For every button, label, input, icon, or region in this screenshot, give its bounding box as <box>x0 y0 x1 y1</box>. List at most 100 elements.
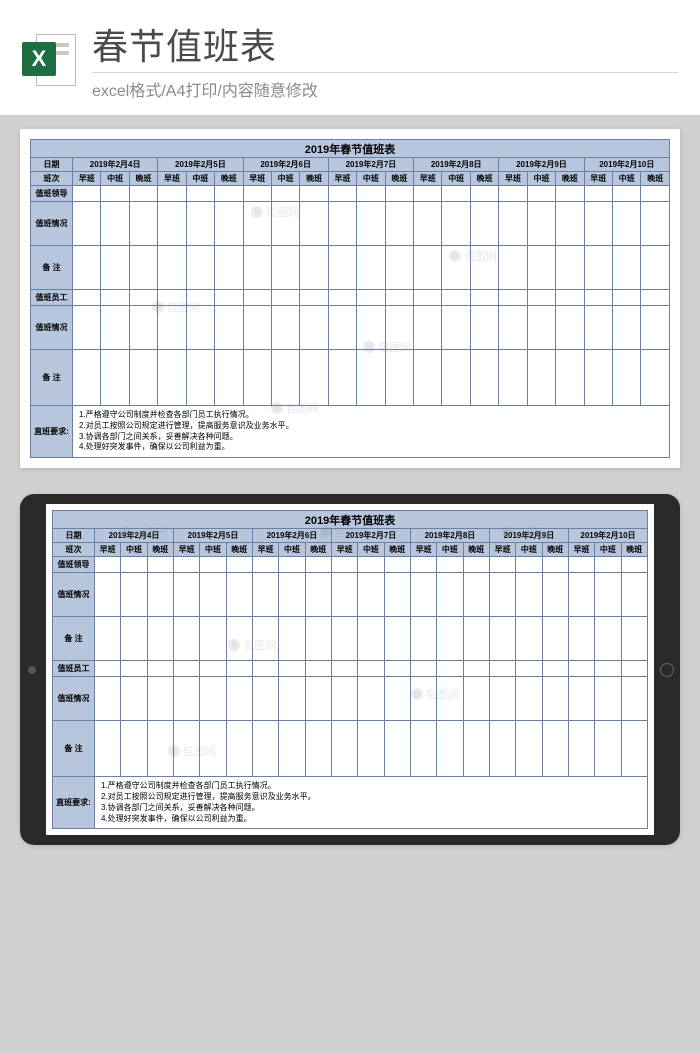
schedule-cell <box>516 557 542 573</box>
header-date: 日期 <box>53 529 95 543</box>
header-date-col: 2019年2月10日 <box>584 158 669 172</box>
schedule-cell <box>226 617 252 661</box>
schedule-cell <box>584 186 612 202</box>
header-date-col: 2019年2月6日 <box>243 158 328 172</box>
schedule-cell <box>613 246 641 290</box>
requirements-label: 直班要求: <box>31 406 73 458</box>
header-shift-col: 中班 <box>442 172 470 186</box>
header-date-col: 2019年2月6日 <box>252 529 331 543</box>
schedule-cell <box>121 677 147 721</box>
schedule-cell <box>101 306 129 350</box>
schedule-cell <box>489 573 515 617</box>
header-shift-col: 晚班 <box>300 172 328 186</box>
header-shift-col: 晚班 <box>226 543 252 557</box>
schedule-cell <box>442 350 470 406</box>
schedule-cell <box>542 661 568 677</box>
schedule-cell <box>279 617 305 661</box>
schedule-cell <box>121 573 147 617</box>
header-shift-col: 中班 <box>516 543 542 557</box>
schedule-cell <box>300 202 328 246</box>
row-label: 备 注 <box>53 617 95 661</box>
schedule-cell <box>243 246 271 290</box>
schedule-cell <box>542 557 568 573</box>
schedule-cell <box>470 306 498 350</box>
schedule-cell <box>101 246 129 290</box>
schedule-cell <box>357 186 385 202</box>
schedule-cell <box>410 557 436 573</box>
header-shift-col: 晚班 <box>385 172 413 186</box>
schedule-cell <box>101 290 129 306</box>
schedule-cell <box>252 557 278 573</box>
schedule-cell <box>252 721 278 777</box>
schedule-cell <box>437 573 463 617</box>
schedule-cell <box>463 557 489 573</box>
banner: X 春节值班表 excel格式/A4打印/内容随意修改 <box>0 0 700 115</box>
header-shift-col: 中班 <box>613 172 641 186</box>
header-shift-col: 早班 <box>158 172 186 186</box>
schedule-cell <box>542 721 568 777</box>
schedule-cell <box>568 617 594 661</box>
schedule-cell <box>357 202 385 246</box>
schedule-cell <box>358 617 384 661</box>
header-shift-col: 早班 <box>331 543 357 557</box>
banner-subtitle: excel格式/A4打印/内容随意修改 <box>92 72 678 101</box>
header-shift-col: 早班 <box>410 543 436 557</box>
schedule-cell <box>542 573 568 617</box>
schedule-cell <box>95 721 121 777</box>
schedule-cell <box>463 617 489 661</box>
schedule-cell <box>73 306 101 350</box>
schedule-cell <box>215 246 243 290</box>
header-shift-col: 晚班 <box>147 543 173 557</box>
schedule-cell <box>621 721 647 777</box>
schedule-cell <box>414 306 442 350</box>
schedule-cell <box>147 557 173 573</box>
schedule-cell <box>489 721 515 777</box>
schedule-cell <box>410 721 436 777</box>
schedule-cell <box>121 721 147 777</box>
schedule-cell <box>489 617 515 661</box>
excel-icon: X <box>22 32 78 88</box>
schedule-cell <box>499 290 527 306</box>
schedule-cell <box>305 617 331 661</box>
schedule-cell <box>328 306 356 350</box>
schedule-cell <box>499 350 527 406</box>
schedule-cell <box>613 306 641 350</box>
schedule-cell <box>410 573 436 617</box>
header-shift-col: 晚班 <box>463 543 489 557</box>
schedule-cell <box>328 186 356 202</box>
schedule-cell <box>568 557 594 573</box>
schedule-cell <box>414 290 442 306</box>
schedule-cell <box>186 246 214 290</box>
schedule-cell <box>186 306 214 350</box>
schedule-table: 2019年春节值班表日期2019年2月4日2019年2月5日2019年2月6日2… <box>30 139 670 458</box>
schedule-cell <box>331 721 357 777</box>
schedule-cell <box>470 202 498 246</box>
header-shift-col: 早班 <box>252 543 278 557</box>
schedule-cell <box>158 350 186 406</box>
schedule-cell <box>129 186 157 202</box>
schedule-cell <box>243 186 271 202</box>
schedule-cell <box>463 573 489 617</box>
schedule-cell <box>200 661 226 677</box>
schedule-cell <box>621 617 647 661</box>
schedule-cell <box>271 350 299 406</box>
schedule-cell <box>226 557 252 573</box>
schedule-cell <box>384 573 410 617</box>
schedule-cell <box>556 186 584 202</box>
row-label: 值班情况 <box>53 573 95 617</box>
preview-card-tablet: 2019年春节值班表日期2019年2月4日2019年2月5日2019年2月6日2… <box>20 494 680 845</box>
schedule-cell <box>357 350 385 406</box>
schedule-cell <box>621 661 647 677</box>
schedule-cell <box>437 557 463 573</box>
schedule-cell <box>200 721 226 777</box>
schedule-cell <box>279 557 305 573</box>
schedule-cell <box>173 557 199 573</box>
header-shift-col: 早班 <box>499 172 527 186</box>
schedule-cell <box>641 246 670 290</box>
header-shift-col: 早班 <box>243 172 271 186</box>
schedule-cell <box>158 246 186 290</box>
row-label: 值班领导 <box>31 186 73 202</box>
schedule-cell <box>414 246 442 290</box>
schedule-cell <box>328 202 356 246</box>
schedule-cell <box>410 677 436 721</box>
